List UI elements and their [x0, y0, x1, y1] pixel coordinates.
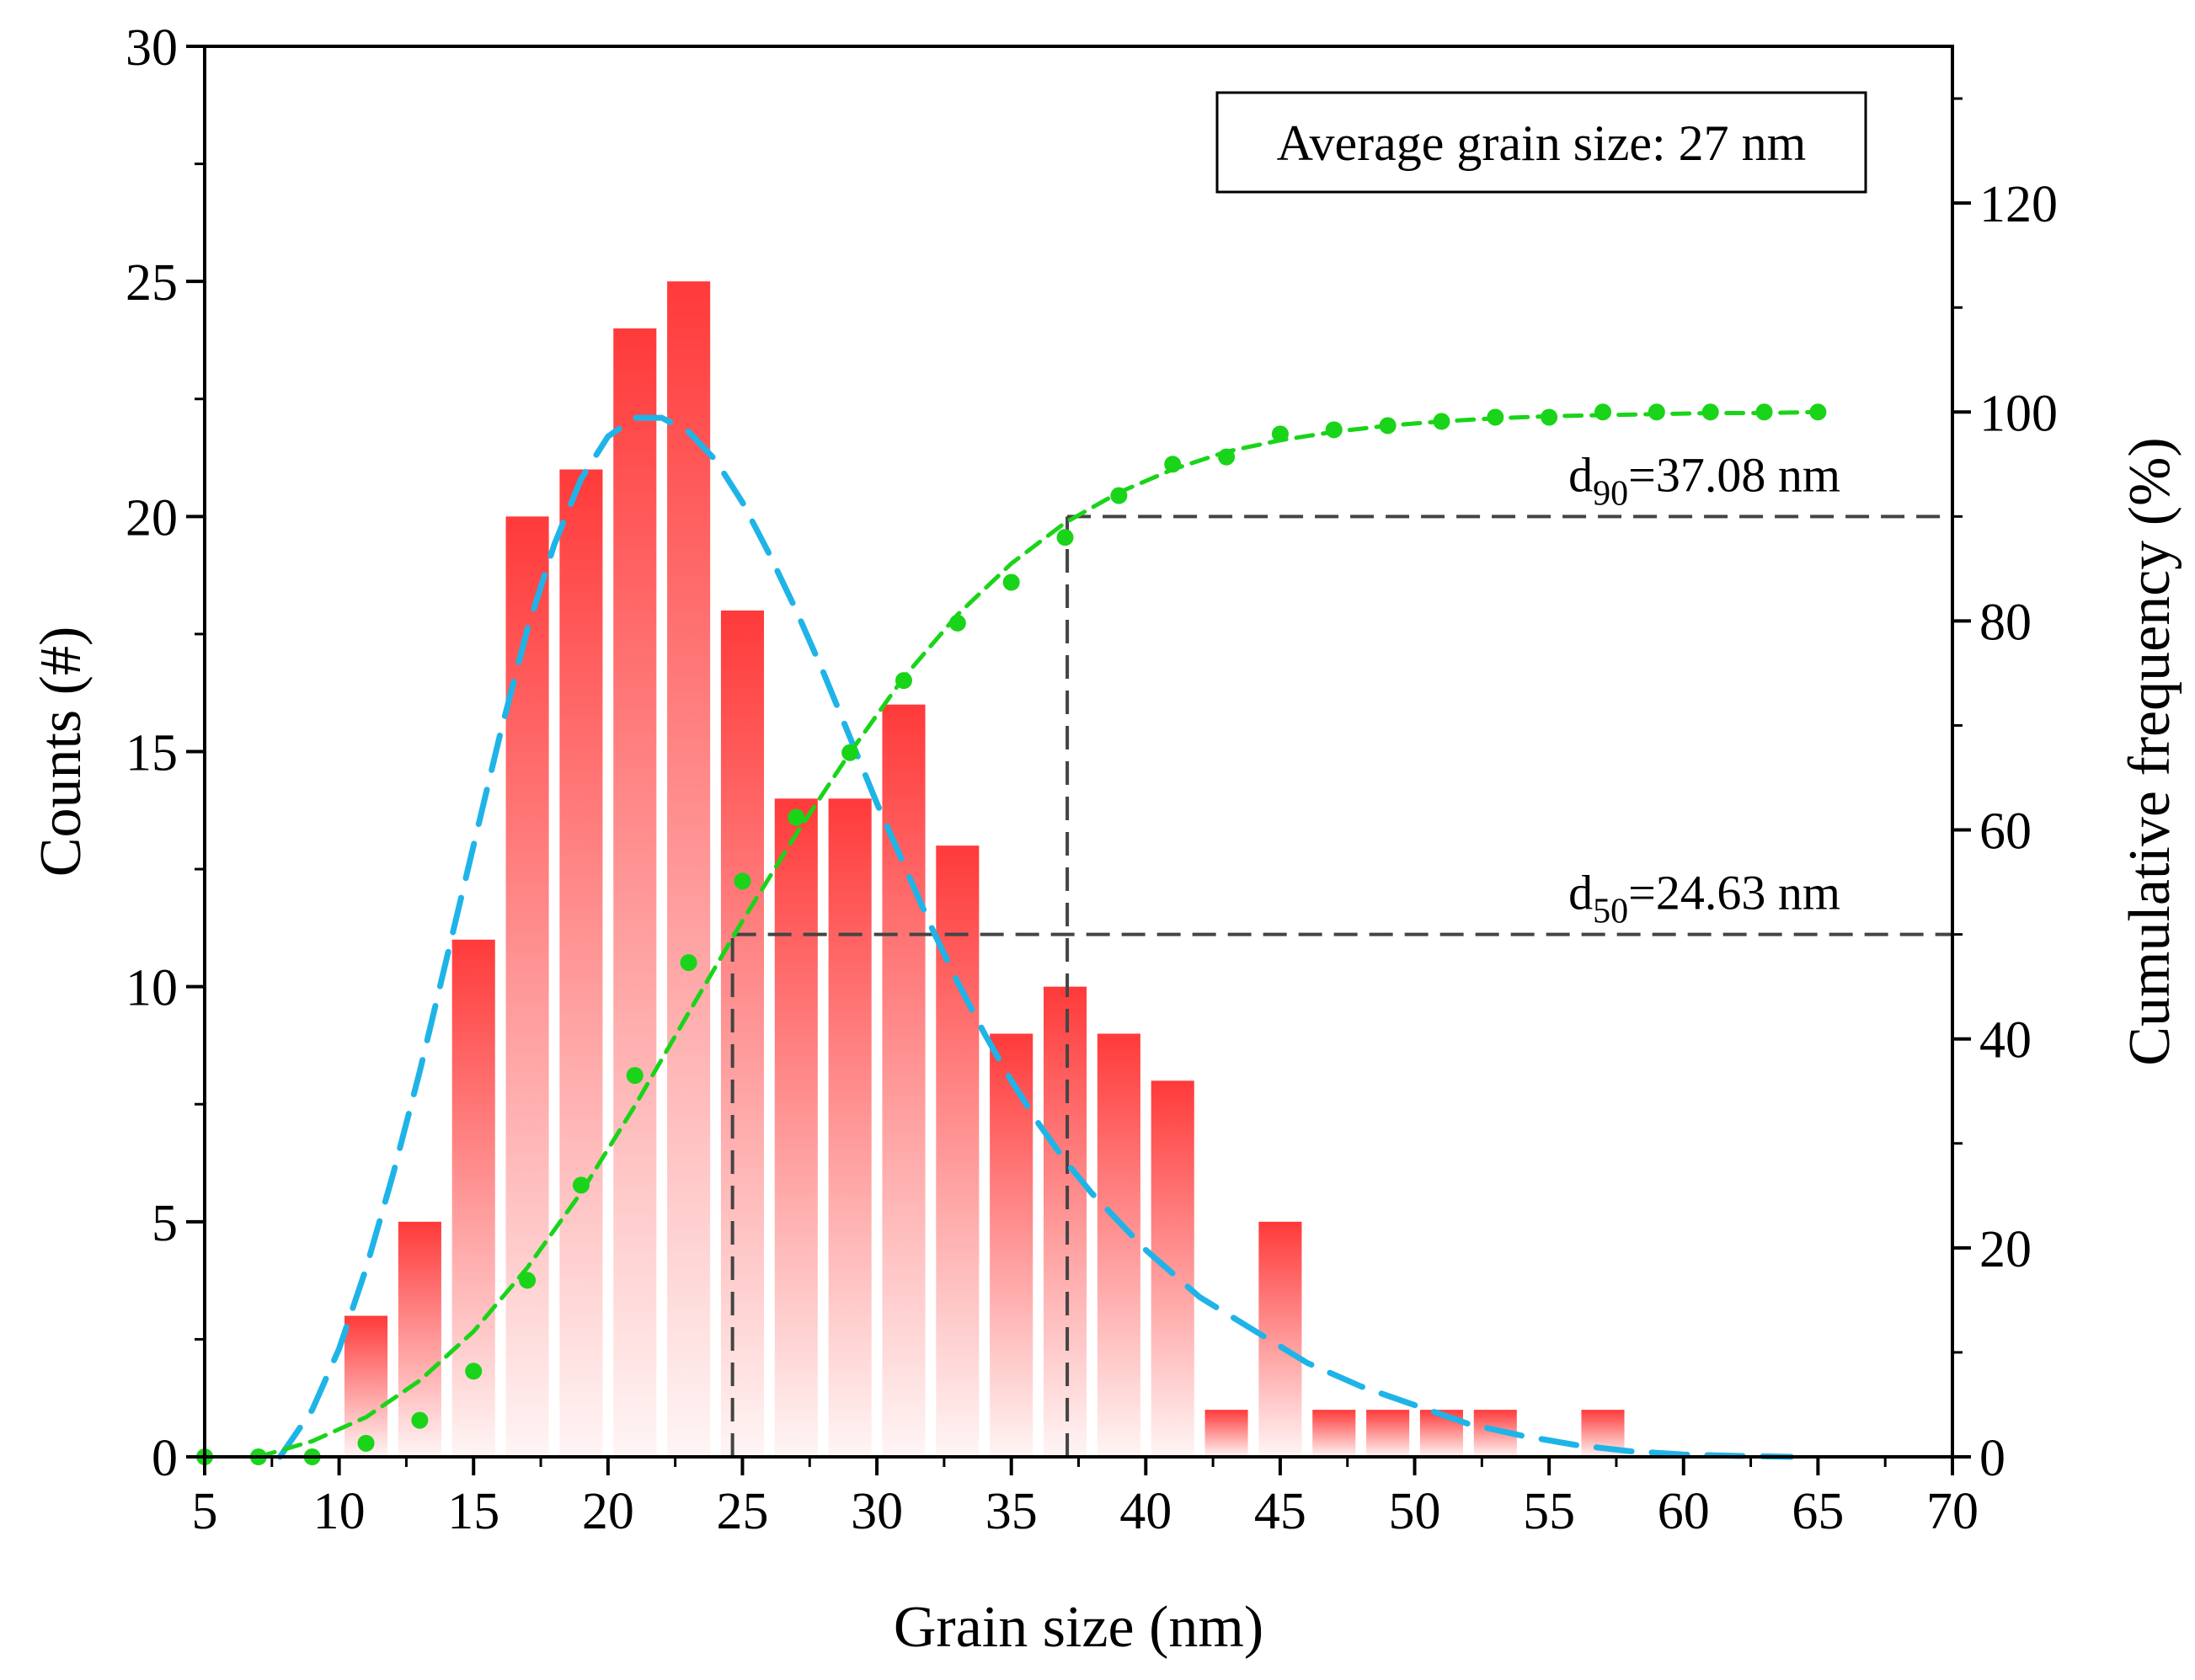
x-tick-label: 25	[716, 1483, 768, 1540]
x-tick-label: 20	[582, 1483, 634, 1540]
reference-lines: d50=24.63 nm d90=37.08 nm	[730, 447, 1952, 1457]
x-tick-label: 55	[1523, 1483, 1575, 1540]
y-left-tick-label: 0	[152, 1430, 178, 1487]
annotations: Average grain size: 27 nm	[1215, 91, 1867, 194]
histogram-bar	[1312, 1410, 1356, 1457]
histogram-bar	[1151, 1080, 1194, 1457]
cumulative-point	[948, 614, 966, 632]
cumulative-point	[788, 808, 805, 826]
y-right-tick-label: 20	[1979, 1221, 2032, 1278]
x-tick-label: 45	[1254, 1483, 1306, 1540]
cumulative-point	[1271, 425, 1289, 443]
cumulative-point	[841, 744, 859, 761]
cumulative-point	[519, 1272, 537, 1289]
histogram-bar	[720, 611, 764, 1457]
histogram-bar	[1204, 1410, 1248, 1457]
cumulative-point	[1433, 413, 1450, 430]
x-tick-label: 65	[1792, 1483, 1844, 1540]
y-right-tick-label: 40	[1979, 1012, 2032, 1069]
axes: 5 10 15 20 25 30 35 40 45 50 55 60 65 700510152025300…	[126, 19, 2058, 1540]
cumulative-point	[1809, 403, 1827, 421]
histogram-bar	[344, 1315, 388, 1457]
cumulative-point	[626, 1067, 644, 1085]
x-tick-label: 30	[851, 1483, 903, 1540]
cumulative-fit-curve	[256, 409, 1820, 1459]
histogram-bar	[667, 281, 711, 1458]
histogram-bar	[505, 516, 549, 1458]
x-tick-label: 5	[192, 1483, 218, 1540]
distribution-fit-curve	[276, 414, 1794, 1460]
cumulative-point	[680, 954, 697, 972]
y-left-tick-label: 5	[152, 1195, 178, 1252]
x-tick-label: 70	[1926, 1483, 1979, 1540]
x-tick-label: 60	[1658, 1483, 1710, 1540]
histogram-bar	[990, 1033, 1033, 1457]
average-size-text: Average grain size: 27 nm	[1277, 115, 1807, 171]
y-left-tick-label: 30	[126, 19, 178, 77]
cumulative-point	[1701, 403, 1719, 421]
y-right-tick-label: 80	[1979, 594, 2032, 651]
cumulative-point	[1218, 448, 1236, 466]
histogram-bar	[1097, 1033, 1140, 1457]
x-tick-label: 10	[313, 1483, 366, 1540]
y-left-tick-label: 20	[126, 489, 178, 547]
cumulative-point	[411, 1411, 429, 1429]
cumulative-point	[1648, 403, 1665, 421]
cumulative-point	[734, 872, 751, 890]
y-left-tick-label: 10	[126, 960, 178, 1017]
cumulative-point	[1056, 529, 1074, 547]
cumulative-point	[1755, 403, 1773, 421]
cumulative-point	[1110, 487, 1128, 504]
cumulative-point	[1002, 573, 1020, 591]
histogram-bar	[1044, 986, 1087, 1457]
cumulative-point	[1164, 456, 1182, 473]
axis-labels: Grain size (nm) Counts (#) Cumulative fr…	[29, 437, 2182, 1660]
histogram-bar	[1366, 1410, 1410, 1457]
histogram-bars	[344, 281, 1625, 1458]
cumulative-point	[357, 1434, 375, 1452]
y-right-tick-label: 120	[1979, 176, 2058, 233]
cumulative-point	[465, 1363, 483, 1380]
x-axis-title: Grain size (nm)	[894, 1595, 1263, 1660]
y-left-tick-label: 15	[126, 725, 178, 782]
reference-line-label: d90=37.08 nm	[1568, 447, 1840, 513]
cumulative-point	[1594, 403, 1611, 421]
histogram-bar	[613, 328, 657, 1457]
y-right-tick-label: 100	[1979, 385, 2058, 442]
y-right-tick-label: 60	[1979, 803, 2032, 861]
x-tick-label: 50	[1389, 1483, 1441, 1540]
histogram-bar	[936, 845, 980, 1457]
cumulative-point	[1325, 421, 1343, 439]
y-left-tick-label: 25	[126, 254, 178, 312]
cumulative-point	[895, 672, 912, 690]
cumulative-point	[1379, 417, 1397, 435]
y-right-tick-label: 0	[1979, 1430, 2005, 1487]
cumulative-points	[196, 403, 1827, 1465]
cumulative-point	[1487, 408, 1504, 426]
x-tick-label: 40	[1119, 1483, 1172, 1540]
histogram-bar	[774, 798, 818, 1457]
histogram-bar	[559, 469, 603, 1457]
histogram-bar	[1258, 1221, 1302, 1457]
y-axis-left-title: Counts (#)	[29, 627, 93, 877]
cumulative-point	[572, 1176, 590, 1194]
average-size-box	[1215, 91, 1867, 194]
histogram-bar	[882, 704, 926, 1457]
fit-curves	[256, 409, 1820, 1460]
histogram-bar	[828, 798, 872, 1457]
x-tick-label: 35	[985, 1483, 1038, 1540]
y-axis-right-title: Cumulative frequency (%)	[2118, 437, 2182, 1065]
x-tick-label: 15	[447, 1483, 499, 1540]
reference-line-label: d50=24.63 nm	[1568, 866, 1840, 931]
cumulative-point	[1541, 408, 1558, 426]
